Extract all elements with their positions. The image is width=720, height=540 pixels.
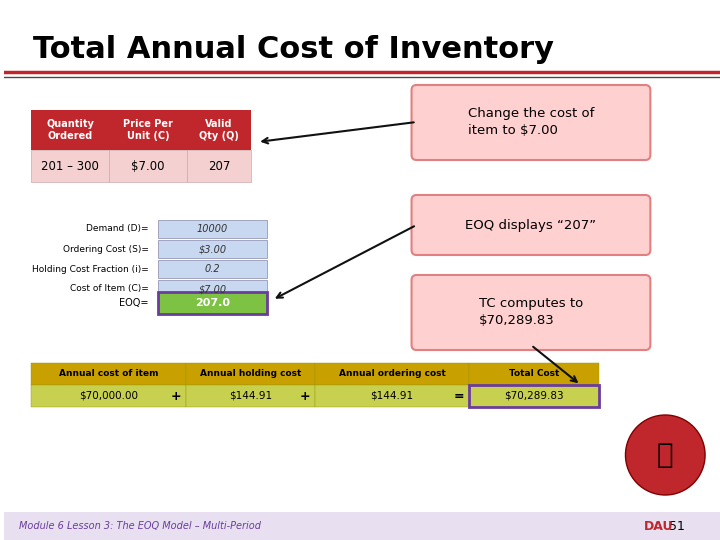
FancyBboxPatch shape [315,385,469,407]
Text: EOQ=: EOQ= [120,298,149,308]
Text: Total Cost: Total Cost [509,369,559,379]
FancyBboxPatch shape [469,363,598,385]
Text: +: + [171,389,181,402]
Text: Annual holding cost: Annual holding cost [199,369,301,379]
Text: 207: 207 [208,159,230,172]
FancyBboxPatch shape [412,85,650,160]
Text: 207.0: 207.0 [195,298,230,308]
FancyBboxPatch shape [32,110,109,150]
Text: $144.91: $144.91 [229,391,272,401]
FancyBboxPatch shape [32,363,186,385]
FancyBboxPatch shape [469,385,598,407]
Text: $70,289.83: $70,289.83 [504,391,564,401]
FancyBboxPatch shape [412,275,650,350]
Text: $144.91: $144.91 [371,391,414,401]
Text: $7.00: $7.00 [131,159,165,172]
Text: TC computes to
$70,289.83: TC computes to $70,289.83 [479,298,583,327]
FancyBboxPatch shape [315,363,469,385]
Text: Holding Cost Fraction (i)=: Holding Cost Fraction (i)= [32,265,149,273]
Text: 10000: 10000 [197,224,228,234]
FancyBboxPatch shape [158,260,267,278]
Text: $7.00: $7.00 [199,284,227,294]
Text: =: = [454,389,464,402]
Text: Annual cost of item: Annual cost of item [59,369,158,379]
Text: Module 6 Lesson 3: The EOQ Model – Multi-Period: Module 6 Lesson 3: The EOQ Model – Multi… [19,521,261,531]
FancyBboxPatch shape [158,280,267,298]
Text: $70,000.00: $70,000.00 [79,391,138,401]
FancyBboxPatch shape [186,150,251,182]
Text: Valid
Qty (Q): Valid Qty (Q) [199,119,239,141]
Text: Ordering Cost (S)=: Ordering Cost (S)= [63,245,149,253]
Text: 0.2: 0.2 [204,264,220,274]
Text: EOQ displays “207”: EOQ displays “207” [465,219,596,232]
Text: $3.00: $3.00 [199,244,227,254]
Text: 201 – 300: 201 – 300 [41,159,99,172]
FancyBboxPatch shape [32,150,109,182]
FancyBboxPatch shape [158,292,267,314]
Text: Price Per
Unit (C): Price Per Unit (C) [123,119,173,141]
Text: Total Annual Cost of Inventory: Total Annual Cost of Inventory [33,35,554,64]
Ellipse shape [626,415,705,495]
Text: Quantity
Ordered: Quantity Ordered [46,119,94,141]
FancyBboxPatch shape [4,512,720,540]
FancyBboxPatch shape [109,110,186,150]
FancyBboxPatch shape [412,195,650,255]
Text: Demand (D)=: Demand (D)= [86,225,149,233]
Text: +: + [300,389,310,402]
FancyBboxPatch shape [109,150,186,182]
FancyBboxPatch shape [186,385,315,407]
FancyBboxPatch shape [186,110,251,150]
Text: 📚: 📚 [657,441,674,469]
FancyBboxPatch shape [158,240,267,258]
Text: Change the cost of
item to $7.00: Change the cost of item to $7.00 [468,107,594,138]
Text: 51: 51 [670,519,685,532]
FancyBboxPatch shape [32,385,186,407]
Text: Cost of Item (C)=: Cost of Item (C)= [70,285,149,294]
Text: DAU: DAU [644,519,673,532]
Text: Annual ordering cost: Annual ordering cost [338,369,446,379]
FancyBboxPatch shape [186,363,315,385]
FancyBboxPatch shape [158,220,267,238]
